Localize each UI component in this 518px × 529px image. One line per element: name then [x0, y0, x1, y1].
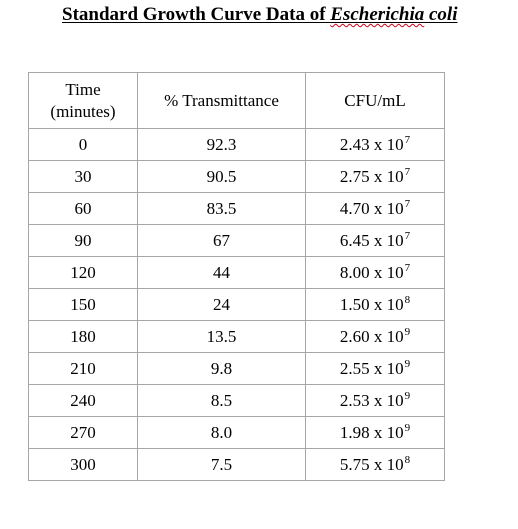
cell-cfu: 4.70 x 107 [305, 192, 445, 225]
table-row: 180 13.5 2.60 x 109 [28, 320, 445, 353]
table-body: 0 92.3 2.43 x 107 30 90.5 2.75 x 107 60 … [28, 128, 445, 481]
cell-time: 120 [28, 256, 138, 289]
cell-transmittance: 44 [137, 256, 306, 289]
cell-cfu: 1.98 x 109 [305, 416, 445, 449]
table-row: 90 67 6.45 x 107 [28, 224, 445, 257]
cell-time: 300 [28, 448, 138, 481]
cfu-base: x 10 [373, 455, 404, 474]
cfu-exponent: 9 [404, 326, 411, 338]
cell-time: 270 [28, 416, 138, 449]
cell-transmittance: 92.3 [137, 128, 306, 161]
cell-time: 0 [28, 128, 138, 161]
cell-cfu: 2.43 x 107 [305, 128, 445, 161]
document-title: Standard Growth Curve Data of Escherichi… [62, 4, 458, 26]
header-time: Time (minutes) [28, 72, 138, 129]
cell-transmittance: 67 [137, 224, 306, 257]
cell-transmittance: 24 [137, 288, 306, 321]
cfu-base: x 10 [373, 231, 404, 250]
header-transmittance: % Transmittance [137, 72, 306, 129]
cell-transmittance: 8.5 [137, 384, 306, 417]
cfu-base: x 10 [373, 295, 404, 314]
cell-cfu: 5.75 x 108 [305, 448, 445, 481]
cell-cfu: 8.00 x 107 [305, 256, 445, 289]
header-time-line2: (minutes) [50, 101, 116, 121]
header-cfu: CFU/mL [305, 72, 445, 129]
growth-curve-table: Time (minutes) % Transmittance CFU/mL 0 … [28, 72, 445, 481]
cell-transmittance: 8.0 [137, 416, 306, 449]
table-row: 150 24 1.50 x 108 [28, 288, 445, 321]
cfu-exponent: 9 [404, 358, 411, 370]
cfu-mantissa: 1.50 [339, 295, 370, 314]
cfu-mantissa: 2.75 [339, 167, 370, 186]
cell-time: 60 [28, 192, 138, 225]
table-header-row: Time (minutes) % Transmittance CFU/mL [28, 72, 445, 129]
cell-cfu: 2.75 x 107 [305, 160, 445, 193]
table-row: 270 8.0 1.98 x 109 [28, 416, 445, 449]
cfu-exponent: 7 [404, 262, 411, 274]
table-row: 240 8.5 2.53 x 109 [28, 384, 445, 417]
cell-time: 240 [28, 384, 138, 417]
cfu-base: x 10 [373, 135, 404, 154]
title-organism: Escherichia coli [330, 4, 457, 25]
header-time-line1: Time [65, 79, 101, 99]
cell-cfu: 2.60 x 109 [305, 320, 445, 353]
cell-time: 210 [28, 352, 138, 385]
table-row: 300 7.5 5.75 x 108 [28, 448, 445, 481]
cfu-mantissa: 8.00 [339, 263, 370, 282]
cfu-mantissa: 2.53 [339, 391, 370, 410]
table-row: 210 9.8 2.55 x 109 [28, 352, 445, 385]
table-row: 0 92.3 2.43 x 107 [28, 128, 445, 161]
cfu-base: x 10 [373, 391, 404, 410]
cfu-exponent: 8 [404, 294, 411, 306]
cell-time: 30 [28, 160, 138, 193]
cell-cfu: 1.50 x 108 [305, 288, 445, 321]
cfu-mantissa: 5.75 [339, 455, 370, 474]
cell-transmittance: 13.5 [137, 320, 306, 353]
cfu-mantissa: 4.70 [339, 199, 370, 218]
cfu-exponent: 7 [404, 134, 411, 146]
cell-cfu: 2.53 x 109 [305, 384, 445, 417]
title-prefix: Standard Growth Curve Data of [62, 4, 331, 25]
cfu-mantissa: 2.43 [339, 135, 370, 154]
cell-time: 150 [28, 288, 138, 321]
cell-transmittance: 83.5 [137, 192, 306, 225]
cell-cfu: 6.45 x 107 [305, 224, 445, 257]
cell-time: 180 [28, 320, 138, 353]
cfu-exponent: 9 [404, 390, 411, 402]
cfu-exponent: 7 [404, 166, 411, 178]
table-row: 120 44 8.00 x 107 [28, 256, 445, 289]
cfu-mantissa: 6.45 [339, 231, 370, 250]
cfu-exponent: 9 [404, 422, 411, 434]
table-row: 60 83.5 4.70 x 107 [28, 192, 445, 225]
cfu-exponent: 7 [404, 230, 411, 242]
title-organism-genus: Escherichia [330, 4, 425, 25]
cfu-base: x 10 [373, 263, 404, 282]
cell-cfu: 2.55 x 109 [305, 352, 445, 385]
cell-transmittance: 90.5 [137, 160, 306, 193]
cell-time: 90 [28, 224, 138, 257]
table-row: 30 90.5 2.75 x 107 [28, 160, 445, 193]
cfu-exponent: 8 [404, 454, 411, 466]
cfu-mantissa: 2.60 [339, 327, 370, 346]
title-organism-species: coli [429, 4, 458, 25]
cfu-exponent: 7 [404, 198, 411, 210]
cfu-base: x 10 [373, 199, 404, 218]
cfu-base: x 10 [373, 327, 404, 346]
cfu-mantissa: 1.98 [339, 423, 370, 442]
cell-transmittance: 7.5 [137, 448, 306, 481]
cfu-mantissa: 2.55 [339, 359, 370, 378]
cfu-base: x 10 [373, 167, 404, 186]
cfu-base: x 10 [373, 423, 404, 442]
cfu-base: x 10 [373, 359, 404, 378]
cell-transmittance: 9.8 [137, 352, 306, 385]
